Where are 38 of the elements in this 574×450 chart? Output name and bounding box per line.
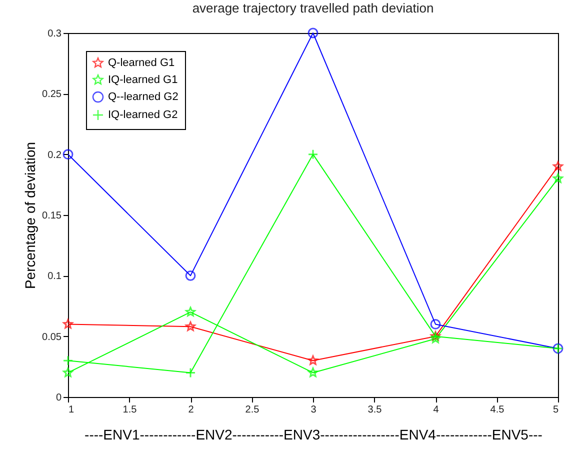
y-tick-label: 0.3 bbox=[48, 28, 62, 40]
y-tick-label: 0.05 bbox=[42, 332, 62, 343]
legend-label: Q--learned G2 bbox=[108, 91, 178, 103]
point bbox=[62, 368, 74, 378]
legend-label: IQ-learned G2 bbox=[108, 109, 178, 121]
x-tick-label: 1 bbox=[68, 404, 74, 416]
y-tick-label: 0.1 bbox=[48, 271, 62, 282]
point bbox=[62, 355, 74, 366]
point bbox=[62, 318, 74, 329]
point bbox=[308, 368, 318, 378]
legend-label: Q-learned G1 bbox=[108, 57, 175, 69]
chart-title: average trajectory travelled path deviation bbox=[192, 0, 434, 16]
x-tick-label: 1.5 bbox=[122, 404, 138, 416]
point bbox=[308, 355, 318, 365]
point bbox=[308, 28, 318, 38]
point bbox=[308, 149, 318, 160]
point bbox=[185, 306, 196, 316]
x-tick-label: 4 bbox=[433, 404, 440, 416]
y-tick-label: 0 bbox=[56, 392, 62, 404]
x-tick-label: 2.5 bbox=[245, 404, 260, 416]
point bbox=[552, 161, 564, 171]
point bbox=[552, 173, 564, 183]
point bbox=[185, 270, 196, 281]
y-axis-title: Percentage of deviation bbox=[22, 142, 38, 290]
x-tick-label: 2 bbox=[188, 404, 194, 416]
x-tick-label: 3.5 bbox=[368, 404, 382, 416]
y-tick-label: 0.15 bbox=[42, 210, 62, 222]
x-axis-title: ----ENV1------------ENV2-----------ENV3-----------------ENV4------------ENV5--- bbox=[84, 426, 543, 442]
y-tick-label: 0.2 bbox=[48, 150, 62, 161]
x-tick-label: 5 bbox=[552, 404, 559, 416]
x-tick-label: 3 bbox=[310, 404, 317, 416]
point bbox=[430, 318, 441, 330]
point bbox=[185, 321, 196, 331]
point bbox=[62, 149, 74, 160]
y-tick-label: 0.25 bbox=[42, 89, 62, 100]
x-tick-label: 4.5 bbox=[490, 404, 505, 416]
legend-label: IQ-learned G1 bbox=[108, 74, 178, 86]
point bbox=[185, 368, 196, 378]
